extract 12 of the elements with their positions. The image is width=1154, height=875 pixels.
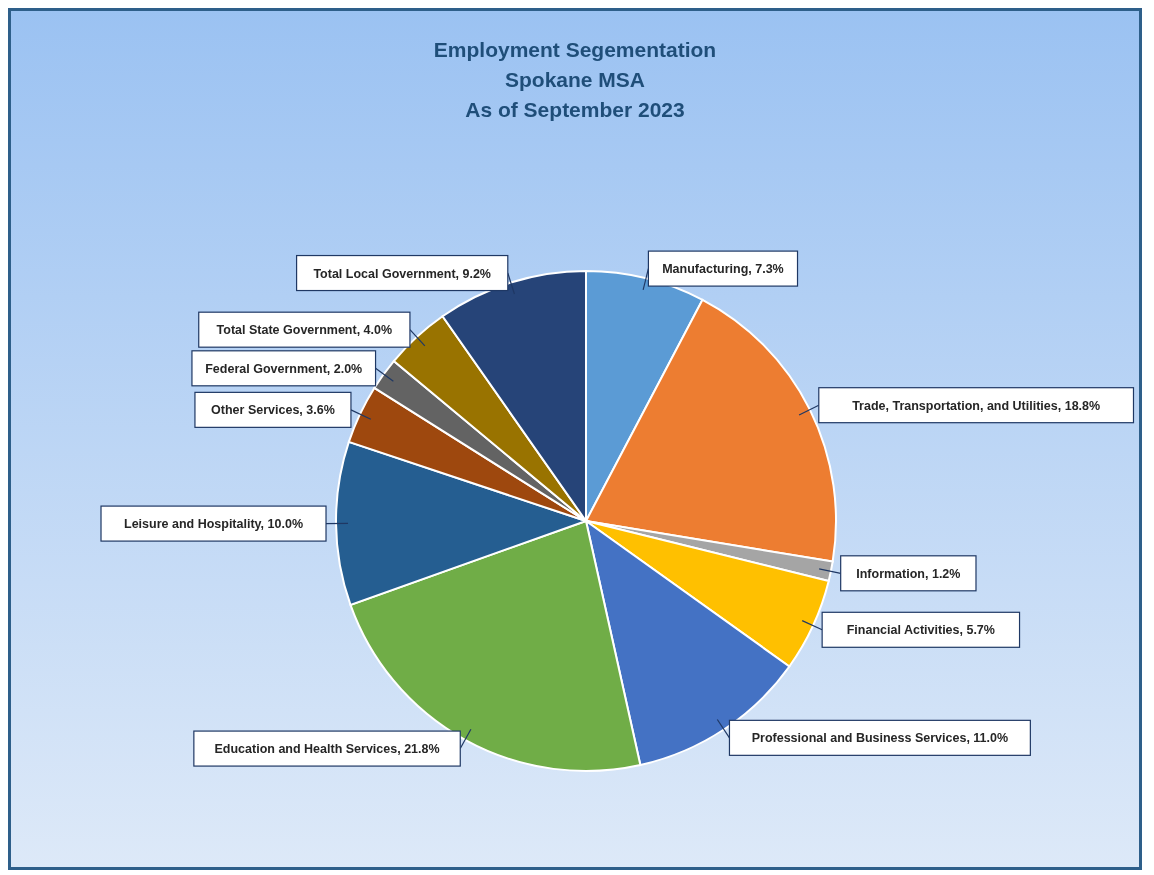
slice-label: Trade, Transportation, and Utilities, 18.8% (852, 398, 1101, 413)
slice-label: Total State Government, 4.0% (216, 323, 393, 338)
slice-label: Leisure and Hospitality, 10.0% (124, 517, 304, 532)
slice-label: Financial Activities, 5.7% (846, 623, 995, 638)
slice-label: Total Local Government, 9.2% (313, 266, 491, 281)
slice-label: Other Services, 3.6% (211, 403, 335, 418)
slice-label: Professional and Business Services, 11.0% (751, 731, 1009, 746)
slice-label: Manufacturing, 7.3% (662, 262, 784, 277)
slice-label: Education and Health Services, 21.8% (214, 742, 440, 757)
slice-label: Federal Government, 2.0% (205, 361, 363, 376)
slice-label: Information, 1.2% (856, 566, 961, 581)
chart-title: Employment Segementation Spokane MSA As of September 2023 (432, 37, 718, 123)
